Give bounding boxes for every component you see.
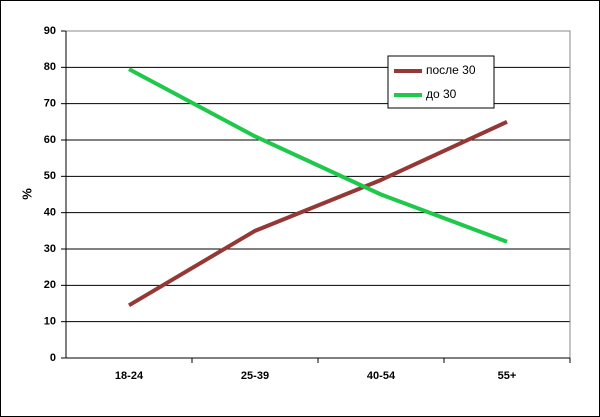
y-tick-label: 20 <box>44 279 56 291</box>
y-tick-label: 10 <box>44 316 56 328</box>
y-tick-label: 70 <box>44 98 56 110</box>
y-tick-label: 40 <box>44 207 56 219</box>
data-line <box>128 67 508 244</box>
y-tick-label: 30 <box>44 243 56 255</box>
y-tick-label: 60 <box>44 134 56 146</box>
data-line <box>127 120 508 308</box>
y-axis-label: % <box>19 188 34 200</box>
x-tick-label: 25-39 <box>241 370 269 382</box>
legend-label: до 30 <box>426 87 457 101</box>
y-tick-label: 50 <box>44 170 56 182</box>
x-tick-label: 40-54 <box>367 370 396 382</box>
y-tick-label: 0 <box>50 352 56 364</box>
x-tick-label: 55+ <box>498 370 517 382</box>
x-tick-label: 18-24 <box>115 370 144 382</box>
legend-label: после 30 <box>426 63 476 77</box>
y-tick-label: 90 <box>44 25 56 37</box>
y-tick-label: 80 <box>44 61 56 73</box>
legend-box <box>387 55 495 109</box>
